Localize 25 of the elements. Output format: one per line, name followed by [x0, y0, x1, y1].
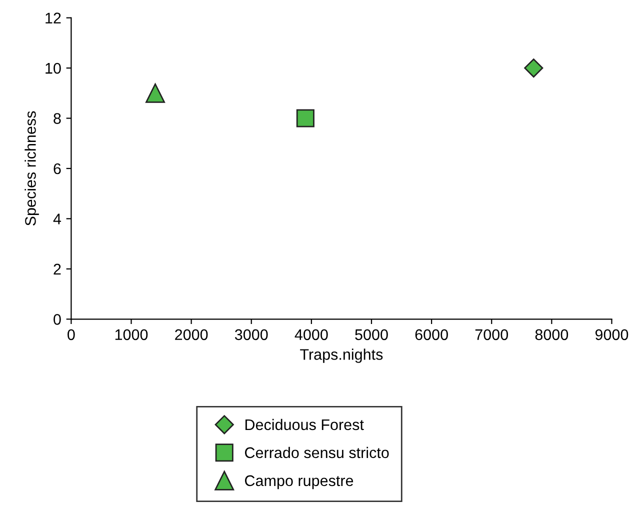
point — [296, 109, 314, 128]
y-axis-title: Species richness — [24, 111, 39, 226]
y-tick-label: 10 — [46, 62, 61, 74]
y-tick-label: 0 — [54, 314, 61, 325]
x-tick-label: 5000 — [355, 329, 388, 340]
point — [146, 83, 165, 103]
x-tick-label: 9000 — [595, 329, 628, 340]
x-tick-label: 3000 — [234, 329, 268, 340]
legend-label: Cerrado sensu stricto — [245, 446, 389, 458]
y-tick-label: 2 — [54, 264, 61, 274]
x-tick-label: 0 — [68, 329, 75, 340]
legend-label: Campo rupestre — [245, 475, 354, 490]
y-tick-label: 4 — [53, 214, 62, 224]
x-tick-label: 8000 — [535, 329, 568, 340]
x-tick-label: 2000 — [175, 329, 208, 340]
x-axis-title: Traps.nights — [300, 348, 383, 363]
x-tick-label: 6000 — [415, 329, 448, 340]
legend-label: Deciduous Forest — [245, 418, 364, 430]
y-tick-label: 8 — [54, 113, 61, 124]
x-tick-label: 4000 — [294, 329, 328, 340]
y-tick-label: 12 — [46, 12, 61, 24]
x-tick-label: 1000 — [115, 329, 148, 340]
x-tick-label: 7000 — [475, 329, 508, 340]
point — [524, 58, 544, 78]
y-tick-label: 6 — [54, 163, 61, 174]
